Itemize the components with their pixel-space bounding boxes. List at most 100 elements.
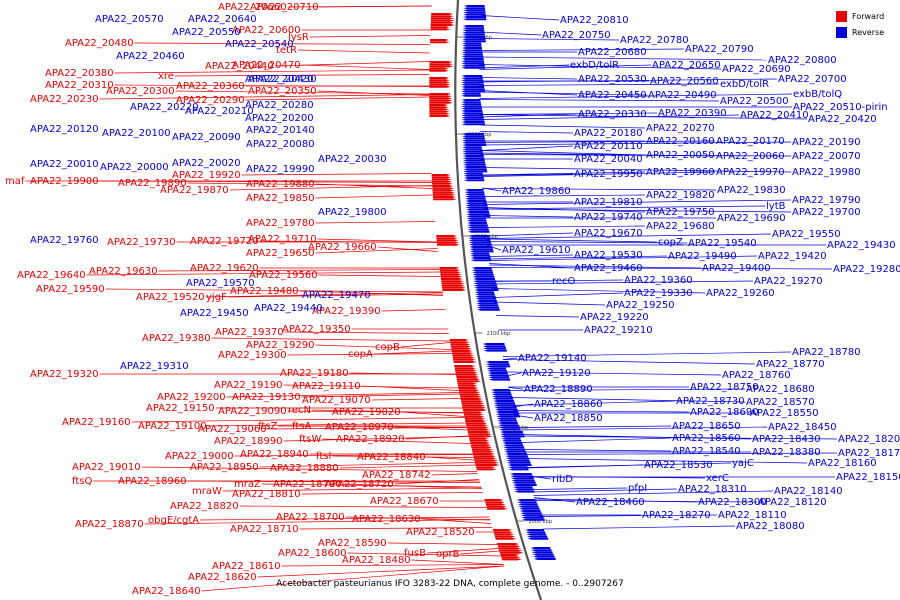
- reverse-gene-label: APA22_18690: [690, 407, 759, 418]
- reverse-gene-arrow: [469, 248, 493, 251]
- leader-line: [347, 552, 501, 557]
- forward-gene-label: APA22_18810: [232, 489, 301, 500]
- reverse-gene-label: APA22_19440: [254, 303, 323, 314]
- reverse-gene-arrow: [488, 376, 510, 379]
- reverse-gene-label: APA22_19400: [702, 263, 771, 274]
- leader-line: [508, 388, 746, 391]
- reverse-gene-arrow: [462, 18, 487, 21]
- reverse-gene-arrow: [467, 222, 488, 224]
- forward-gene-label: APA22_20310: [45, 80, 114, 91]
- reverse-gene-label: APA22_20780: [620, 35, 689, 46]
- reverse-gene-arrow: [462, 144, 487, 146]
- leader-line: [533, 497, 576, 503]
- leader-line: [426, 456, 475, 461]
- legend: Forward Reverse: [836, 8, 884, 40]
- reverse-gene-arrow: [476, 306, 500, 309]
- forward-gene-label: APA22_19890: [118, 178, 187, 189]
- leader-line: [523, 452, 838, 455]
- forward-gene-label: APA22_20710: [250, 2, 319, 13]
- reverse-gene-label: APA22_18540: [672, 446, 741, 457]
- reverse-gene-arrow: [525, 531, 546, 534]
- reverse-gene-arrow: [513, 486, 533, 489]
- reverse-gene-label: APA22_19830: [717, 185, 786, 196]
- forward-gene-label: tetR: [276, 45, 297, 56]
- forward-gene-arrow: [429, 93, 452, 95]
- reverse-gene-arrow: [475, 297, 497, 300]
- reverse-gene-arrow: [488, 374, 509, 377]
- genome-axis: [454, 0, 543, 600]
- leader-line: [479, 56, 768, 61]
- forward-gene-label: APA22_19100: [138, 421, 207, 432]
- reverse-gene-arrow: [461, 133, 484, 135]
- reverse-gene-arrow: [472, 271, 493, 274]
- leader-line: [387, 542, 498, 545]
- reverse-gene-arrow: [517, 501, 537, 504]
- leader-line: [158, 269, 440, 272]
- forward-gene-arrow: [430, 21, 455, 24]
- reverse-gene-label: APA22_19530: [574, 250, 643, 261]
- reverse-gene-arrow: [533, 558, 556, 560]
- reverse-gene-label: APA22_18120: [758, 497, 827, 508]
- reverse-gene-label: APA22_19570: [186, 278, 255, 289]
- forward-gene-label: APA22_18820: [170, 501, 239, 512]
- forward-gene-arrow: [465, 422, 488, 425]
- leader-line: [381, 309, 446, 312]
- forward-gene-label: recN: [288, 405, 311, 416]
- forward-gene-label: APA22_19630: [89, 266, 158, 277]
- reverse-gene-arrow: [461, 118, 485, 121]
- forward-gene-label: APA22_18640: [132, 586, 201, 597]
- reverse-gene-arrow: [468, 235, 490, 237]
- leader-line: [114, 84, 430, 87]
- reverse-gene-label: APA22_19450: [180, 308, 249, 319]
- leader-line: [532, 488, 678, 493]
- forward-gene-label: APA22_19200: [157, 392, 226, 403]
- leader-line: [114, 69, 430, 74]
- forward-gene-arrow: [429, 108, 450, 111]
- reverse-gene-label: APA22_18860: [534, 399, 603, 410]
- leader-line: [486, 233, 772, 239]
- reverse-gene-arrow: [461, 64, 485, 67]
- reverse-gene-arrow: [473, 282, 497, 285]
- reverse-gene-arrow: [494, 408, 518, 411]
- reverse-gene-arrow: [465, 204, 488, 207]
- forward-gene-arrow: [436, 235, 458, 237]
- reverse-gene-arrow: [461, 66, 486, 69]
- forward-gene-label: APA22_20380: [45, 68, 114, 79]
- forward-gene-label: APA22_19300: [218, 350, 287, 361]
- reverse-gene-arrow: [485, 363, 510, 366]
- reverse-gene-label: APA22_18760: [722, 370, 791, 381]
- reverse-gene-arrow: [519, 510, 541, 512]
- forward-gene-arrow: [487, 507, 508, 510]
- figure-caption: Acetobacter pasteurianus IFO 3283-22 DNA…: [276, 579, 624, 589]
- reverse-gene-arrow: [499, 431, 523, 433]
- leader-line: [480, 38, 620, 41]
- forward-gene-arrow: [500, 554, 520, 556]
- reverse-gene-arrow: [465, 202, 487, 205]
- leader-line: [479, 91, 648, 96]
- forward-gene-arrow: [431, 17, 454, 20]
- reverse-gene-arrow: [469, 243, 492, 246]
- reverse-gene-label: APA22_19760: [30, 235, 99, 246]
- reverse-gene-arrow: [467, 224, 488, 227]
- reverse-gene-arrow: [461, 83, 484, 86]
- forward-gene-arrow: [430, 39, 450, 41]
- reverse-gene-arrow: [471, 267, 492, 269]
- reverse-gene-label: APA22_19460: [574, 263, 643, 274]
- leader-line: [405, 435, 469, 440]
- reverse-gene-arrow: [464, 191, 485, 194]
- forward-gene-label: APA22_19870: [160, 185, 229, 196]
- forward-gene-arrow: [429, 106, 449, 109]
- forward-gene-arrow: [471, 446, 493, 449]
- reverse-gene-arrow: [525, 529, 545, 531]
- forward-gene-label: APA22_19380: [142, 333, 211, 344]
- reverse-gene-label: APA22_20570: [95, 14, 164, 25]
- reverse-gene-arrow: [526, 535, 548, 538]
- leader-line: [517, 426, 768, 431]
- forward-gene-arrow: [429, 101, 453, 104]
- reverse-gene-arrow: [462, 31, 485, 34]
- reverse-gene-label: APA22_20540: [225, 39, 294, 50]
- reverse-gene-arrow: [473, 280, 496, 283]
- reverse-gene-arrow: [471, 269, 493, 272]
- leader-line: [315, 194, 433, 199]
- forward-gene-label: APA22_18620: [188, 572, 257, 583]
